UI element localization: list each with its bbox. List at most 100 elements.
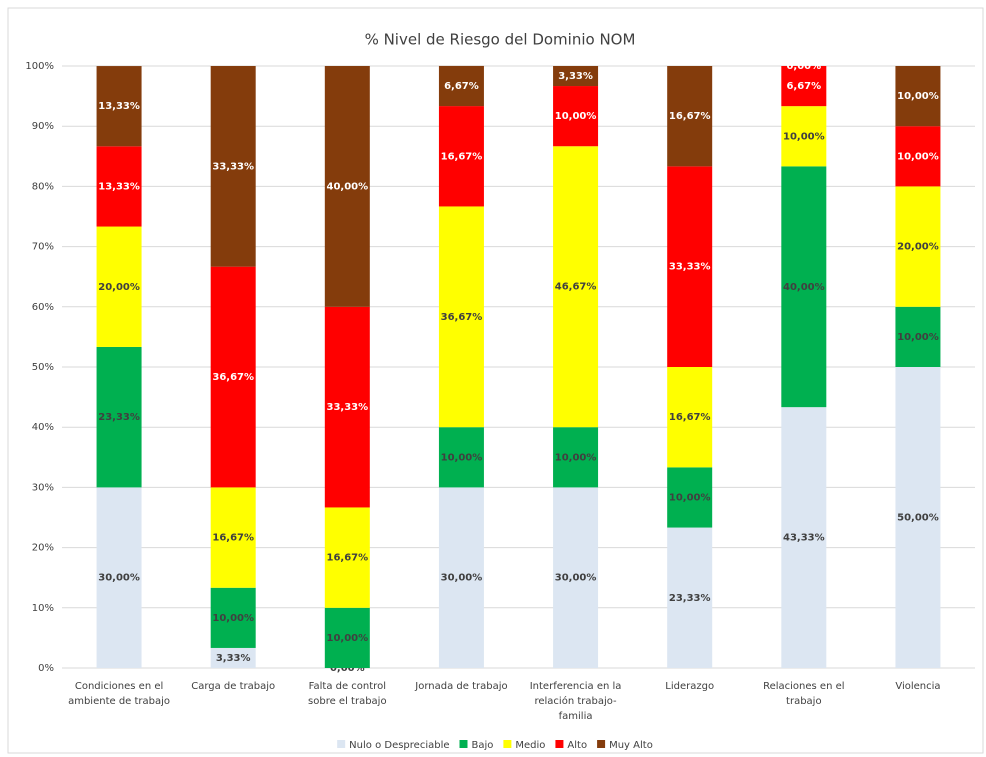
legend-swatch	[597, 740, 606, 748]
bar-segment	[96, 346, 142, 488]
value-label: 3,33%	[216, 653, 251, 664]
y-tick-label: 40%	[32, 422, 54, 433]
value-label: 16,67%	[326, 553, 368, 564]
y-tick-label: 50%	[32, 362, 54, 373]
x-tick-label: Falta de control sobre el trabajo	[308, 681, 387, 707]
y-tick-label: 30%	[32, 482, 54, 493]
bar-segment	[96, 146, 142, 227]
bar-segment	[96, 487, 142, 668]
y-tick-label: 20%	[32, 543, 54, 554]
value-label: 30,00%	[441, 573, 483, 584]
chart-border	[7, 7, 984, 754]
value-label: 13,33%	[98, 181, 140, 192]
value-label: 23,33%	[98, 412, 140, 423]
legend-label: Bajo	[472, 740, 494, 751]
value-label: 6,67%	[444, 81, 479, 92]
bar-segment	[210, 587, 256, 648]
legend-label: Medio	[515, 740, 545, 751]
bar-segment	[438, 487, 484, 668]
value-label: 43,33%	[783, 533, 825, 544]
legend-label: Alto	[567, 740, 587, 751]
bar-segment	[96, 226, 142, 347]
value-label: 20,00%	[897, 242, 939, 253]
value-label: 10,00%	[555, 111, 597, 122]
y-tick-label: 80%	[32, 181, 54, 192]
bar-segment	[895, 186, 941, 307]
bar-segment	[210, 487, 256, 588]
bar-segment	[438, 206, 484, 428]
y-tick-label: 100%	[25, 61, 54, 72]
value-label: 0,00%	[786, 61, 821, 72]
bar-segment	[667, 66, 713, 167]
value-label: 10,00%	[326, 633, 368, 644]
value-label: 33,33%	[212, 161, 254, 172]
value-label: 10,00%	[212, 613, 254, 624]
value-label: 10,00%	[897, 91, 939, 102]
value-label: 13,33%	[98, 101, 140, 112]
value-label: 40,00%	[326, 181, 368, 192]
legend-swatch	[459, 740, 468, 748]
bar-segment	[895, 306, 941, 367]
bar-segment	[667, 367, 713, 468]
legend-label: Nulo o Despreciable	[349, 740, 449, 751]
y-tick-label: 10%	[32, 603, 54, 614]
value-label: 10,00%	[441, 452, 483, 463]
bar-segment	[324, 507, 370, 608]
bar-segment	[553, 427, 599, 488]
value-label: 10,00%	[783, 131, 825, 142]
bar-segment	[895, 367, 941, 668]
bar-segment	[895, 126, 941, 187]
bar-segment	[895, 66, 941, 127]
bar-segment	[553, 487, 599, 668]
bar-segment	[438, 65, 484, 107]
y-tick-label: 60%	[32, 302, 54, 313]
bar-segment	[210, 647, 256, 668]
chart-title: % Nivel de Riesgo del Dominio NOM	[365, 31, 636, 49]
value-label: 0,00%	[330, 663, 365, 674]
bar-segment	[667, 166, 713, 367]
bar-segment	[667, 527, 713, 668]
bar-segment	[324, 66, 370, 307]
x-tick-label: Condiciones en el ambiente de trabajo	[68, 681, 170, 707]
value-label: 33,33%	[669, 262, 711, 273]
value-label: 3,33%	[558, 71, 593, 82]
legend-swatch	[555, 740, 564, 748]
x-tick-label: Liderazgo	[665, 681, 714, 692]
bar-segment	[324, 306, 370, 508]
x-tick-label: Violencia	[895, 681, 940, 692]
value-label: 10,00%	[555, 452, 597, 463]
value-label: 30,00%	[555, 573, 597, 584]
bar-segment	[553, 86, 599, 147]
y-tick-label: 0%	[38, 663, 54, 674]
bar-segment	[438, 106, 484, 207]
bar-segment	[324, 607, 370, 668]
y-tick-label: 90%	[32, 121, 54, 132]
value-label: 10,00%	[669, 492, 711, 503]
bar-segment	[553, 146, 599, 428]
bar-segment	[96, 66, 142, 147]
x-tick-label: Carga de trabajo	[191, 681, 275, 692]
value-label: 6,67%	[786, 81, 821, 92]
value-label: 36,67%	[212, 372, 254, 383]
value-label: 16,67%	[441, 151, 483, 162]
value-label: 50,00%	[897, 513, 939, 524]
bar-segment	[781, 407, 827, 668]
legend-swatch	[503, 740, 512, 748]
value-label: 10,00%	[897, 332, 939, 343]
value-label: 46,67%	[555, 282, 597, 293]
legend-swatch	[337, 740, 346, 748]
bar-segment	[781, 166, 827, 408]
bar-segment	[553, 66, 599, 87]
bar-segment	[781, 106, 827, 167]
value-label: 20,00%	[98, 282, 140, 293]
bar-segment	[210, 266, 256, 488]
bar-segment	[667, 467, 713, 528]
value-label: 16,67%	[212, 533, 254, 544]
value-label: 33,33%	[326, 402, 368, 413]
bar-segment	[781, 66, 827, 107]
value-label: 30,00%	[98, 573, 140, 584]
legend-label: Muy Alto	[609, 740, 653, 751]
value-label: 36,67%	[441, 312, 483, 323]
value-label: 16,67%	[669, 412, 711, 423]
